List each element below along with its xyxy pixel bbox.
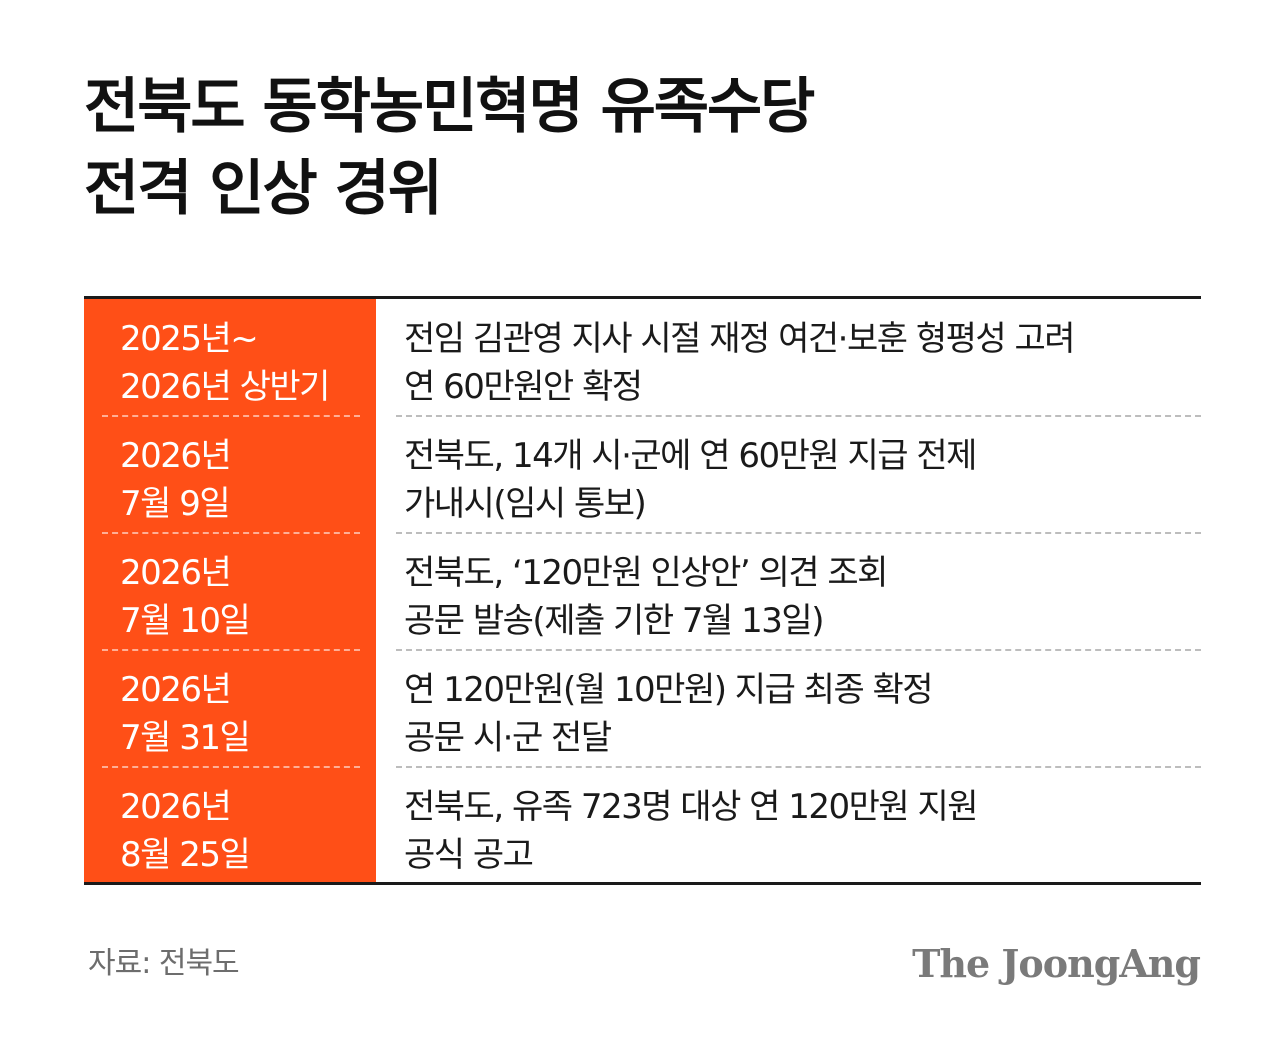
page-title: 전북도 동학농민혁명 유족수당 전격 인상 경위 bbox=[84, 66, 815, 230]
row-date-line-2: 7월 9일 bbox=[120, 484, 231, 524]
row-description: 전북도, 유족 723명 대상 연 120만원 지원 공식 공고 bbox=[404, 783, 979, 879]
row-desc-line-1: 전임 김관영 지사 시절 재정 여건·보훈 형평성 고려 bbox=[404, 319, 1076, 359]
row-divider bbox=[396, 415, 1201, 417]
row-date: 2026년 7월 9일 bbox=[120, 432, 232, 528]
row-date-line-1: 2026년 bbox=[120, 553, 232, 593]
title-line-2: 전격 인상 경위 bbox=[84, 154, 443, 224]
row-desc-line-1: 전북도, ‘120만원 인상안’ 의견 조회 bbox=[404, 553, 888, 593]
row-divider bbox=[396, 649, 1201, 651]
timeline-row: 2026년 7월 31일 연 120만원(월 10만원) 지급 최종 확정 공문… bbox=[84, 650, 1201, 767]
row-date: 2026년 7월 10일 bbox=[120, 549, 251, 645]
row-description: 연 120만원(월 10만원) 지급 최종 확정 공문 시·군 전달 bbox=[404, 666, 934, 762]
row-date: 2026년 8월 25일 bbox=[120, 783, 251, 879]
timeline-row: 2025년~ 2026년 상반기 전임 김관영 지사 시절 재정 여건·보훈 형… bbox=[84, 299, 1201, 416]
row-date: 2025년~ 2026년 상반기 bbox=[120, 315, 330, 411]
row-date-line-1: 2026년 bbox=[120, 670, 232, 710]
row-description: 전북도, ‘120만원 인상안’ 의견 조회 공문 발송(제출 기한 7월 13… bbox=[404, 549, 888, 645]
brand-logo: The JoongAng bbox=[912, 941, 1201, 986]
row-divider bbox=[102, 415, 360, 417]
row-desc-line-1: 전북도, 유족 723명 대상 연 120만원 지원 bbox=[404, 787, 979, 827]
row-date-line-2: 2026년 상반기 bbox=[120, 367, 330, 407]
row-desc-line-2: 공문 시·군 전달 bbox=[404, 718, 612, 758]
row-date-line-1: 2026년 bbox=[120, 436, 232, 476]
row-divider bbox=[102, 766, 360, 768]
row-date-line-2: 8월 25일 bbox=[120, 835, 251, 875]
title-line-1: 전북도 동학농민혁명 유족수당 bbox=[84, 72, 815, 142]
row-description: 전임 김관영 지사 시절 재정 여건·보훈 형평성 고려 연 60만원안 확정 bbox=[404, 315, 1076, 411]
row-desc-line-2: 가내시(임시 통보) bbox=[404, 484, 647, 524]
timeline-row: 2026년 7월 9일 전북도, 14개 시·군에 연 60만원 지급 전제 가… bbox=[84, 416, 1201, 533]
row-desc-line-1: 전북도, 14개 시·군에 연 60만원 지급 전제 bbox=[404, 436, 977, 476]
timeline-row: 2026년 8월 25일 전북도, 유족 723명 대상 연 120만원 지원 … bbox=[84, 767, 1201, 885]
row-date-line-1: 2025년~ bbox=[120, 319, 259, 359]
row-divider bbox=[396, 532, 1201, 534]
row-desc-line-2: 공문 발송(제출 기한 7월 13일) bbox=[404, 601, 824, 641]
row-divider bbox=[102, 649, 360, 651]
row-desc-line-2: 연 60만원안 확정 bbox=[404, 367, 643, 407]
row-divider bbox=[102, 532, 360, 534]
row-desc-line-2: 공식 공고 bbox=[404, 835, 534, 875]
row-date-line-1: 2026년 bbox=[120, 787, 232, 827]
row-description: 전북도, 14개 시·군에 연 60만원 지급 전제 가내시(임시 통보) bbox=[404, 432, 977, 528]
timeline-table: 2025년~ 2026년 상반기 전임 김관영 지사 시절 재정 여건·보훈 형… bbox=[84, 296, 1201, 885]
source-caption: 자료: 전북도 bbox=[88, 946, 240, 981]
row-divider bbox=[396, 766, 1201, 768]
timeline-row: 2026년 7월 10일 전북도, ‘120만원 인상안’ 의견 조회 공문 발… bbox=[84, 533, 1201, 650]
date-column-background bbox=[84, 299, 376, 882]
row-desc-line-1: 연 120만원(월 10만원) 지급 최종 확정 bbox=[404, 670, 934, 710]
row-date-line-2: 7월 10일 bbox=[120, 601, 251, 641]
row-date: 2026년 7월 31일 bbox=[120, 666, 251, 762]
row-date-line-2: 7월 31일 bbox=[120, 718, 251, 758]
